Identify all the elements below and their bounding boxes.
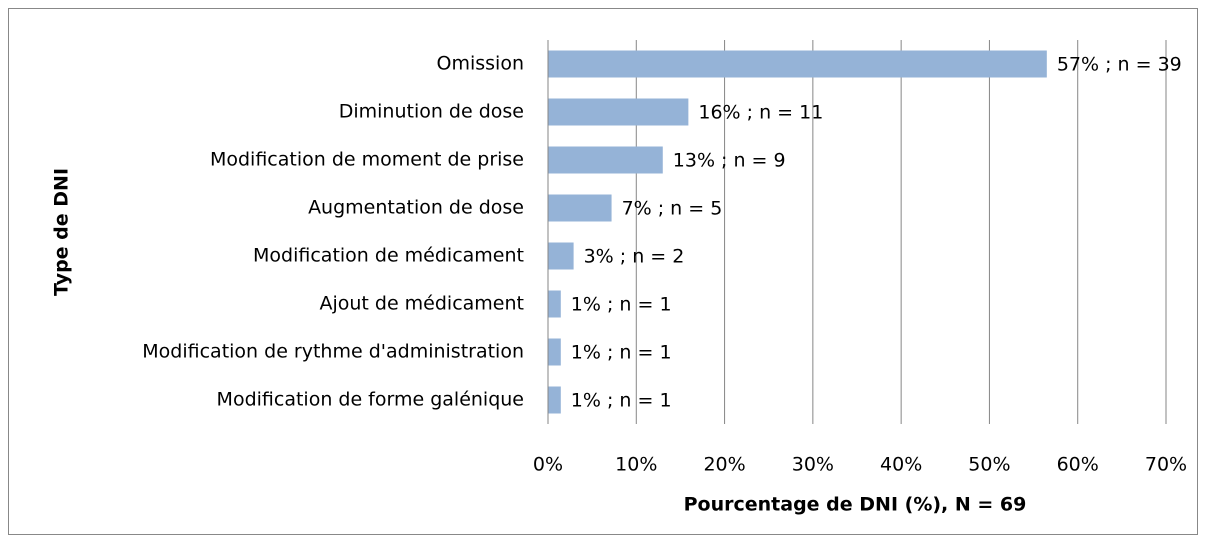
x-tick-label: 40% <box>880 454 922 476</box>
y-tick-label: Augmentation de dose <box>308 197 524 219</box>
y-axis-title: Type de DNI <box>51 168 73 296</box>
bar <box>548 98 689 126</box>
x-tick-label: 60% <box>1057 454 1099 476</box>
bar <box>548 146 663 174</box>
value-label: 1% ; n = 1 <box>571 294 672 316</box>
value-label: 3% ; n = 2 <box>584 246 685 268</box>
y-tick-label: Ajout de médicament <box>319 293 524 315</box>
y-tick-label: Modification de rythme d'administration <box>142 341 524 363</box>
y-tick-label: Modification de forme galénique <box>217 389 524 411</box>
value-label: 1% ; n = 1 <box>571 390 672 412</box>
x-tick-label: 30% <box>792 454 834 476</box>
value-label: 13% ; n = 9 <box>673 150 786 172</box>
x-axis-title: Pourcentage de DNI (%), N = 69 <box>684 494 1027 516</box>
y-tick-label: Modification de médicament <box>253 245 524 267</box>
x-tick-label: 70% <box>1145 454 1187 476</box>
x-tick-label: 10% <box>615 454 657 476</box>
bar <box>548 290 561 318</box>
value-label: 16% ; n = 11 <box>698 102 823 124</box>
bar <box>548 242 574 270</box>
y-tick-label: Modification de moment de prise <box>210 149 524 171</box>
bar <box>548 194 612 222</box>
chart-border <box>8 8 1198 535</box>
bar <box>548 338 561 366</box>
bar <box>548 386 561 414</box>
value-label: 57% ; n = 39 <box>1057 54 1182 76</box>
x-tick-label: 50% <box>968 454 1010 476</box>
y-tick-label: Diminution de dose <box>339 101 524 123</box>
value-label: 7% ; n = 5 <box>622 198 723 220</box>
y-tick-label: Omission <box>437 53 525 75</box>
x-tick-label: 20% <box>703 454 745 476</box>
bar <box>548 50 1047 78</box>
value-label: 1% ; n = 1 <box>571 342 672 364</box>
x-tick-label: 0% <box>533 454 563 476</box>
